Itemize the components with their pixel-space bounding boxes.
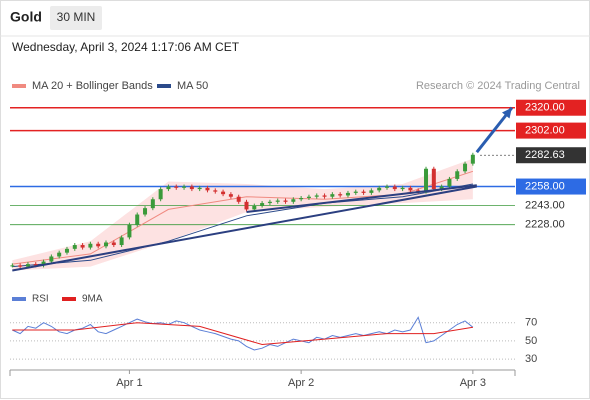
candle (439, 186, 444, 190)
ma-line (12, 183, 473, 268)
candle (33, 264, 38, 266)
candle (322, 195, 327, 197)
trendline (246, 184, 477, 213)
candle (306, 196, 311, 198)
candle (174, 186, 179, 188)
candle (158, 189, 163, 200)
candle (182, 186, 187, 188)
legend-label: RSI (32, 294, 49, 305)
candle (25, 264, 30, 267)
candle (166, 186, 171, 190)
candle (189, 186, 194, 190)
candle (119, 237, 124, 246)
x-tick-label: Apr 1 (116, 377, 142, 389)
legend-swatch (157, 84, 171, 88)
level-label: 2243.00 (525, 200, 565, 212)
trendline (12, 185, 477, 272)
candle (10, 265, 15, 267)
x-tick-label: Apr 3 (460, 377, 486, 389)
candle (377, 187, 382, 191)
candle (197, 187, 202, 190)
candle (400, 187, 405, 190)
y-tick-label: 70 (525, 317, 537, 329)
candle (111, 242, 116, 246)
candle (41, 261, 46, 266)
timeframe-button[interactable] (50, 6, 102, 30)
candle (291, 199, 296, 202)
level-label: 2258.00 (525, 180, 565, 192)
candle (314, 195, 319, 197)
candle (408, 187, 413, 191)
candle (244, 201, 249, 210)
candle (96, 243, 101, 247)
candle (447, 178, 452, 187)
level-box (516, 122, 586, 139)
legend-swatch (12, 84, 26, 88)
candle (361, 191, 366, 193)
candle (338, 194, 343, 196)
candle (64, 248, 69, 253)
candle (80, 245, 85, 248)
timeframe[interactable]: 30 MIN (57, 10, 96, 24)
legend-label: MA 50 (177, 80, 208, 92)
y-tick-label: 50 (525, 335, 537, 347)
level-label: 2228.00 (525, 219, 565, 231)
candle (424, 168, 429, 192)
candle (236, 196, 241, 202)
candle (470, 154, 475, 164)
rsi-line (12, 322, 473, 346)
bollinger-band (12, 158, 473, 271)
candle (416, 190, 421, 192)
title: Gold (10, 9, 42, 25)
legend-swatch (62, 297, 76, 301)
candle (275, 200, 280, 202)
source: Research © 2024 Trading Central (416, 80, 580, 92)
candle (369, 190, 374, 193)
y-tick-label: 30 (525, 353, 537, 365)
candle (283, 200, 288, 202)
candle (299, 197, 304, 200)
candle (72, 245, 77, 249)
candle (213, 190, 218, 192)
candle (127, 224, 132, 238)
candle (267, 201, 272, 204)
candle (18, 265, 23, 267)
candle (49, 256, 54, 262)
level-label: 2302.00 (525, 125, 565, 137)
candle (330, 194, 335, 197)
candle (463, 163, 468, 172)
legend-swatch (12, 297, 26, 301)
datetime: Wednesday, April 3, 2024 1:17:06 AM CET (12, 40, 240, 54)
candle (228, 194, 233, 197)
candle (431, 168, 436, 190)
candle (88, 243, 93, 248)
candle (260, 203, 265, 206)
level-box (516, 147, 586, 164)
legend-label: MA 20 + Bollinger Bands (32, 80, 153, 92)
candle (135, 214, 140, 225)
candle (57, 252, 62, 257)
candle (205, 187, 210, 191)
x-tick-label: Apr 2 (288, 377, 314, 389)
candle (384, 186, 389, 188)
legend-label: 9MA (82, 294, 103, 305)
level-box (516, 99, 586, 116)
candle (455, 171, 460, 179)
candle (252, 205, 257, 210)
rsi-line (12, 316, 474, 351)
level-box (516, 178, 586, 195)
candle (345, 192, 350, 196)
candle (392, 186, 397, 190)
level-label: 2320.00 (525, 102, 565, 114)
candle (353, 191, 358, 193)
candle (150, 199, 155, 209)
level-label: 2282.63 (525, 149, 565, 161)
candle (104, 242, 109, 247)
candle (143, 208, 148, 215)
candle (221, 191, 226, 195)
arrow-head (502, 107, 512, 119)
